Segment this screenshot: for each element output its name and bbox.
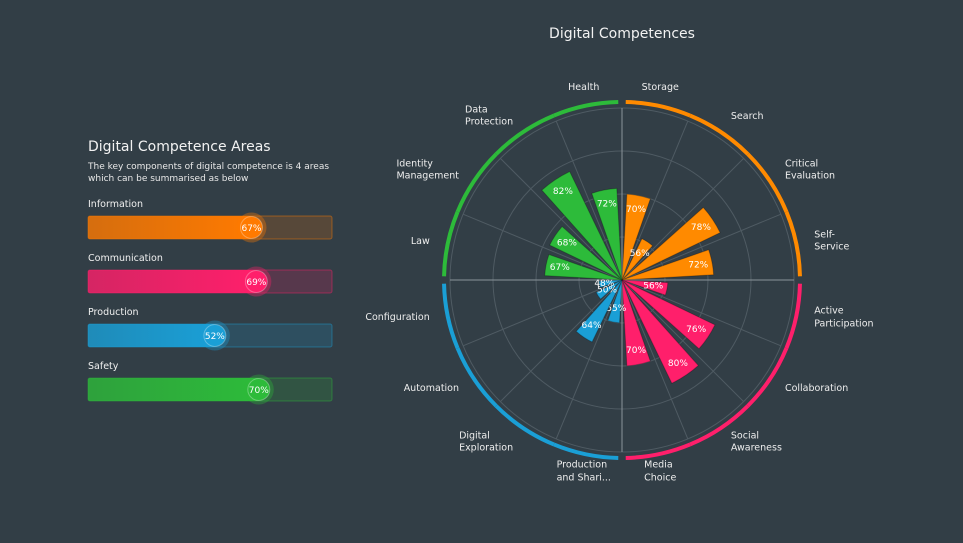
bar — [598, 279, 623, 289]
ring-arc — [455, 152, 498, 213]
grid-spoke — [500, 279, 623, 402]
bar — [591, 187, 623, 281]
category-label: Collaboration — [784, 382, 849, 394]
ring-arc — [442, 283, 460, 349]
bar — [544, 253, 623, 281]
bar — [621, 279, 716, 350]
grid-spoke — [621, 213, 782, 281]
value-label: 80% — [668, 359, 688, 369]
category-label: Law — [410, 235, 430, 247]
bar — [549, 225, 623, 281]
grid-spoke — [621, 279, 744, 402]
ring-arc — [625, 100, 691, 118]
grid-spoke — [621, 158, 744, 281]
ring-arc — [746, 152, 789, 213]
bar — [88, 216, 252, 239]
bar — [575, 279, 623, 343]
category-label: Production and Shari... — [556, 459, 611, 484]
category-label: Health — [568, 81, 600, 93]
grid-spoke — [500, 158, 623, 281]
knob — [239, 216, 263, 239]
category-label: Media Choice — [644, 459, 677, 484]
ring-arc — [553, 100, 619, 118]
ring-arc — [442, 211, 460, 277]
bar-label: Communication — [88, 253, 163, 264]
grid-spoke — [621, 279, 689, 440]
bar — [88, 324, 215, 347]
bar — [621, 238, 654, 281]
grid-spoke — [555, 120, 623, 281]
ring-arc — [455, 347, 498, 408]
knob — [203, 324, 227, 347]
value-label: 70% — [249, 386, 269, 396]
grid-spoke — [621, 120, 689, 281]
value-label: 72% — [688, 260, 708, 270]
ring-arc — [689, 404, 750, 447]
knob — [244, 270, 268, 293]
panel-title: Digital Competence Areas — [88, 139, 271, 155]
bar-label: Production — [88, 307, 139, 318]
ring-arc — [746, 347, 789, 408]
value-label: 50% — [597, 286, 617, 296]
category-label: Self- Service — [814, 229, 850, 253]
bar — [595, 279, 623, 300]
value-label: 76% — [686, 325, 706, 335]
bar — [621, 206, 721, 281]
value-label: 78% — [691, 223, 711, 233]
bar — [621, 249, 715, 281]
chart-title: Digital Competences — [549, 26, 695, 42]
bar — [607, 279, 623, 324]
category-label: Identity Management — [396, 158, 460, 183]
bar — [621, 193, 651, 281]
grid-spoke — [462, 279, 623, 347]
category-label: Search — [730, 110, 764, 122]
grid-spoke — [462, 213, 623, 281]
bar — [621, 279, 669, 296]
value-label: 67% — [550, 263, 570, 273]
category-label: Critical Evaluation — [784, 158, 836, 183]
category-label: Active Participation — [814, 305, 874, 330]
value-label: 64% — [582, 321, 602, 331]
value-label: 69% — [246, 278, 266, 288]
value-label: 70% — [626, 205, 646, 215]
value-label: 67% — [241, 224, 261, 234]
category-label: Social Awareness — [730, 430, 782, 454]
bar — [621, 279, 651, 367]
ring-arc — [689, 113, 750, 156]
ring-arc — [784, 283, 802, 349]
panel-subtitle: The key components of digital competence… — [88, 162, 330, 184]
category-label: Digital Exploration — [459, 430, 514, 454]
category-label: Storage — [641, 81, 679, 93]
bar — [88, 270, 257, 293]
ring-arc — [494, 404, 555, 447]
ring-arc — [553, 442, 619, 460]
bar — [88, 378, 259, 401]
value-label: 70% — [626, 346, 646, 356]
value-label: 52% — [205, 332, 225, 342]
grid-spoke — [621, 279, 782, 347]
grid-spoke — [555, 279, 623, 440]
bar — [621, 279, 700, 384]
ring-arc — [784, 211, 802, 277]
value-label: 82% — [553, 187, 573, 197]
value-label: 56% — [643, 282, 663, 292]
category-label: Data Protection — [465, 104, 514, 129]
category-label: Automation — [403, 382, 460, 394]
bar-label: Safety — [88, 361, 119, 372]
category-label: Configuration — [365, 312, 430, 324]
bar — [541, 170, 623, 281]
value-label: 72% — [597, 199, 617, 209]
knob — [247, 378, 271, 401]
ring-arc — [625, 442, 691, 460]
bar-label: Information — [88, 199, 143, 210]
value-label: 48% — [594, 279, 614, 289]
value-label: 56% — [630, 249, 650, 259]
ring-arc — [494, 113, 555, 156]
value-label: 55% — [606, 304, 626, 314]
value-label: 68% — [557, 239, 577, 249]
